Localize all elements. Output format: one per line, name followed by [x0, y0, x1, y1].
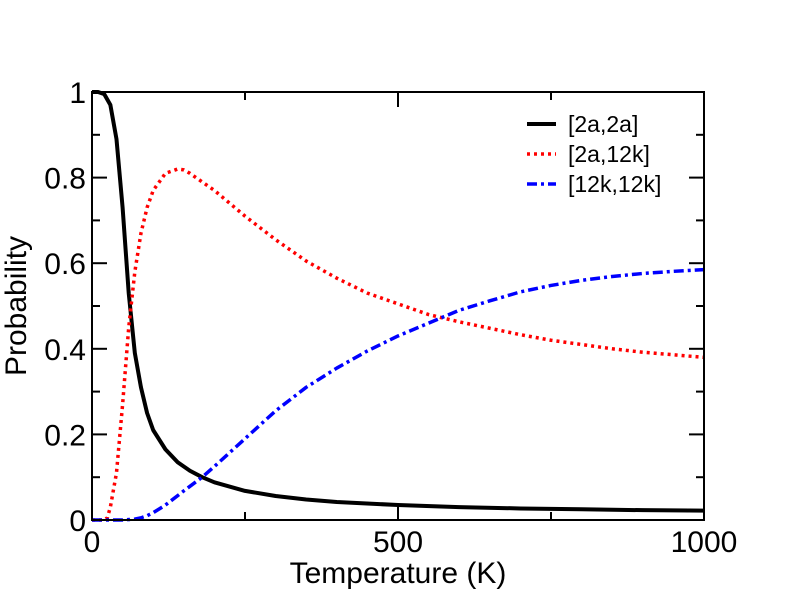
x-axis-title: Temperature (K) — [290, 557, 507, 590]
legend-label-1: [2a,2a] — [568, 111, 638, 137]
y-tick-label: 1 — [69, 77, 86, 110]
legend: [2a,2a] [2a,12k] [12k,12k] — [527, 111, 661, 197]
y-tick-label: 0.8 — [44, 163, 86, 196]
y-tick-label: 0.2 — [44, 419, 86, 452]
y-tick-label: 0 — [69, 505, 86, 538]
legend-label-3: [12k,12k] — [568, 171, 661, 197]
legend-label-2: [2a,12k] — [568, 141, 650, 167]
y-tick-label: 0.6 — [44, 248, 86, 281]
x-tick-label: 0 — [84, 526, 101, 559]
x-tick-label: 500 — [373, 526, 423, 559]
series-line-3 — [92, 267, 705, 522]
y-axis-title: Probability — [0, 236, 33, 376]
plot-frame — [91, 91, 705, 521]
x-tick-label: 1000 — [671, 526, 738, 559]
series-line-1 — [92, 90, 705, 513]
y-tick-label: 0.4 — [44, 334, 86, 367]
series-line-2 — [92, 167, 705, 522]
series-layer — [92, 90, 705, 522]
tick-labels-layer: 0 500 1000 0 0.2 0.4 0.6 0.8 1 — [44, 77, 737, 559]
